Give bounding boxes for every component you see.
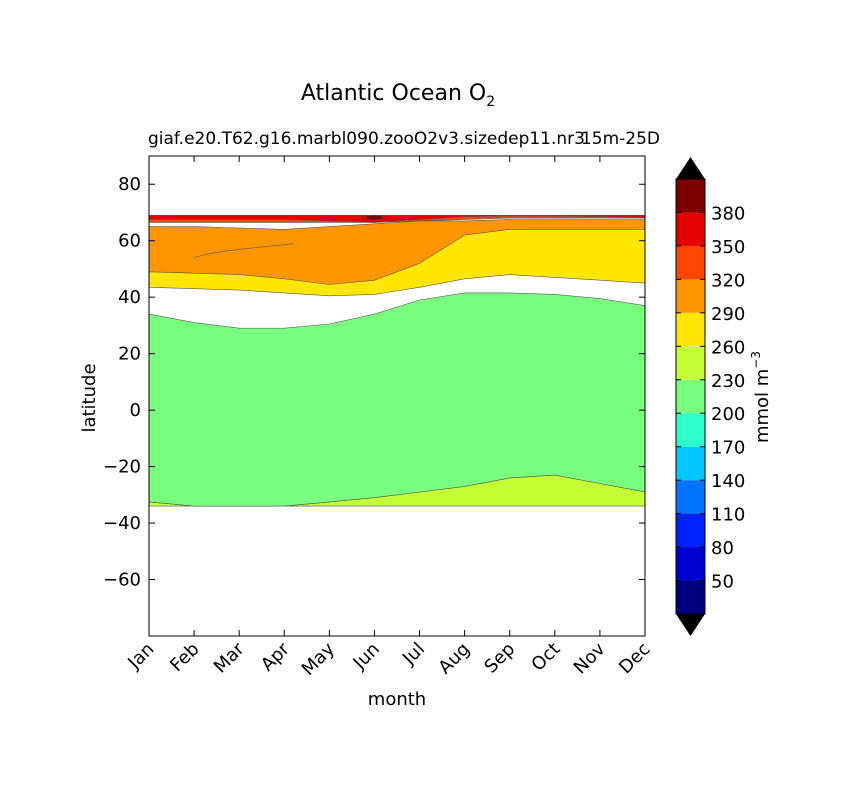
colorbar-segment (676, 513, 705, 548)
colorbar-segment (676, 179, 705, 213)
x-axis-label: month (368, 689, 426, 710)
y-tick-label: −60 (103, 570, 141, 591)
x-tick-label: Jul (398, 639, 429, 670)
contour-line-290 (194, 243, 294, 258)
x-tick-label: Jun (349, 639, 384, 674)
colorbar-segment (676, 446, 705, 481)
colorbar-segment (676, 212, 705, 246)
colorbar-segment (676, 413, 705, 447)
y-tick-label: 40 (118, 287, 141, 308)
colorbar-segment (676, 379, 705, 414)
contour-band-290-320 (149, 219, 645, 285)
colorbar-segment (676, 547, 705, 581)
x-tick-label: Sep (480, 639, 519, 678)
plot-frame (148, 155, 646, 637)
y-tick-label: 20 (118, 344, 141, 365)
x-tick-label: Dec (615, 639, 654, 678)
y-tick-label: −20 (103, 457, 141, 478)
y-tick-label: 80 (118, 174, 141, 195)
colorbar-segment (676, 312, 705, 347)
x-tick-label: Oct (527, 639, 564, 676)
colorbar: 50 80 110 140 170 200 230 260 290 320 350 380 (675, 157, 745, 636)
colorbar-tick-label: 170 (711, 438, 745, 459)
colorbar-tick-label: 350 (711, 237, 745, 258)
colorbar-tick-label: 230 (711, 371, 745, 392)
colorbar-tick-label: 200 (711, 404, 745, 425)
colorbar-segment (676, 480, 705, 514)
contour-bands (149, 215, 645, 507)
colorbar-frame (675, 178, 706, 615)
contour-spot-380 (365, 215, 384, 221)
y-tick-label: 60 (118, 231, 141, 252)
x-tick-label: May (298, 638, 339, 679)
x-tick-label: Mar (210, 638, 249, 677)
chart-subtitle-left: giaf.e20.T62.g16.marbl090.zooO2v3.sizede… (148, 129, 585, 149)
colorbar-tick-label: 50 (711, 572, 734, 593)
colorbar-segment (676, 580, 705, 614)
y-tick-label: −40 (103, 513, 141, 534)
y-axis-label: latitude (79, 363, 100, 432)
colorbar-tick-label: 140 (711, 471, 745, 492)
colorbar-tick-label: 380 (711, 203, 745, 224)
colorbar-segment (676, 245, 705, 280)
colorbar-tick-label: 260 (711, 337, 745, 358)
colorbar-segment (676, 279, 705, 313)
colorbar-tick-label: 110 (711, 505, 745, 526)
x-tick-label: Jan (123, 639, 158, 674)
colorbar-tick-label: 80 (711, 538, 734, 559)
colorbar-extend-bottom (676, 614, 705, 636)
colorbar-label: mmol m−3 (749, 351, 773, 443)
x-tick-label: Nov (570, 638, 610, 678)
chart-subtitle-right: 15m-25D (581, 129, 660, 149)
colorbar-tick-label: 320 (711, 270, 745, 291)
x-tick-label: Apr (257, 638, 294, 675)
y-tick-label: 0 (130, 400, 141, 421)
x-tick-label: Aug (434, 639, 474, 679)
contour-band-200-230 (149, 292, 645, 507)
contour-features (194, 215, 384, 258)
x-tick-label: Feb (166, 639, 203, 676)
chart-title: Atlantic Ocean O2 (301, 81, 495, 110)
contour-band-350-380 (149, 215, 645, 223)
colorbar-tick-label: 290 (711, 304, 745, 325)
colorbar-extend-top (676, 157, 705, 179)
colorbar-segment (676, 346, 705, 380)
